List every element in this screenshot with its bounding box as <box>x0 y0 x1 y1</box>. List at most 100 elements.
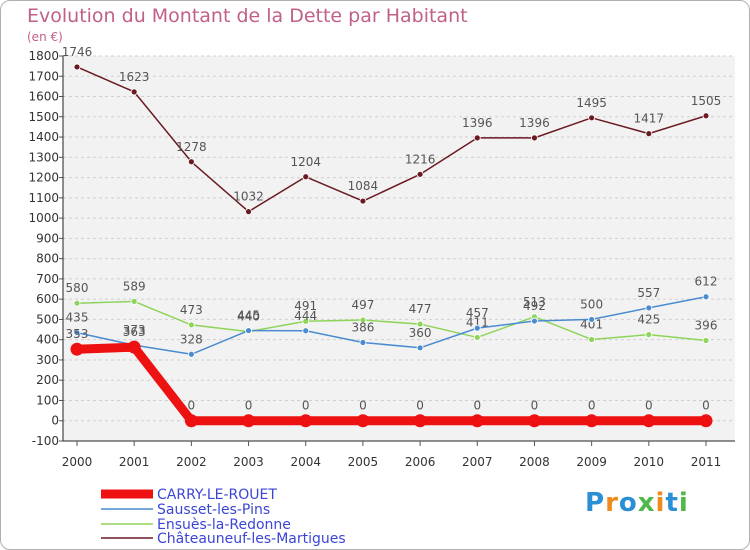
y-tick-label: 0 <box>51 414 59 428</box>
data-label: 1204 <box>290 155 321 169</box>
x-tick-label: 2006 <box>405 455 436 469</box>
data-label: 0 <box>645 399 653 413</box>
series-line-0 <box>72 342 711 426</box>
x-tick-label: 2007 <box>462 455 493 469</box>
plot-area <box>63 56 735 441</box>
data-point <box>588 316 596 323</box>
data-point <box>73 63 81 71</box>
data-label: 0 <box>531 399 539 413</box>
x-tick-label: 2008 <box>519 455 550 469</box>
y-tick-label: 1700 <box>28 69 59 83</box>
y-tick-label: 1500 <box>28 110 59 124</box>
data-point <box>702 112 710 120</box>
data-label: 1495 <box>576 96 607 110</box>
proxiti-logo: Proxiti <box>585 488 689 518</box>
data-label: 328 <box>180 332 203 346</box>
legend-label: CARRY-LE-ROUET <box>157 487 277 503</box>
data-label: 457 <box>466 306 489 320</box>
data-point <box>73 329 81 336</box>
data-label: 473 <box>180 303 203 317</box>
data-label: 360 <box>409 326 432 340</box>
logo-letter: r <box>605 488 619 518</box>
series-line-3 <box>76 66 707 213</box>
y-tick-label: 900 <box>36 231 59 245</box>
data-label: 497 <box>351 298 374 312</box>
data-point <box>242 414 256 428</box>
legend-label: Ensuès-la-Redonne <box>157 517 291 533</box>
data-point <box>531 317 538 325</box>
data-label: 0 <box>702 399 710 413</box>
logo-letter: x <box>637 488 656 518</box>
x-tick-label: 2003 <box>233 455 264 469</box>
data-label: 477 <box>409 302 432 316</box>
y-tick-label: 600 <box>36 292 59 306</box>
data-point <box>702 293 710 301</box>
data-label: 0 <box>188 399 196 413</box>
y-tick-label: -100 <box>32 434 59 448</box>
data-label: 557 <box>637 286 660 300</box>
legend-label: Sausset-les-Pins <box>157 502 270 518</box>
data-point <box>645 304 653 312</box>
logo-letter: o <box>618 488 638 518</box>
data-label: 1505 <box>691 94 722 108</box>
data-point <box>470 414 484 428</box>
data-label: 1278 <box>176 140 207 154</box>
data-label: 373 <box>123 323 146 337</box>
data-label: 440 <box>237 310 260 324</box>
x-tick-label: 2002 <box>176 455 207 469</box>
logo-letter: i <box>655 488 666 518</box>
data-point <box>302 317 310 325</box>
y-tick-label: 700 <box>36 272 59 286</box>
data-label: 612 <box>695 275 718 289</box>
data-label: 396 <box>695 318 718 332</box>
data-point <box>527 414 541 428</box>
data-point <box>645 331 653 339</box>
data-point <box>588 336 596 343</box>
data-label: 1746 <box>62 45 93 59</box>
data-label: 0 <box>588 399 596 413</box>
data-label: 401 <box>580 317 603 331</box>
data-point <box>184 414 198 428</box>
data-point <box>187 321 195 329</box>
y-tick-label: 100 <box>36 393 59 407</box>
y-tick-label: 1800 <box>28 49 59 63</box>
data-label: 1396 <box>462 116 493 130</box>
data-point <box>413 414 427 428</box>
x-tick-label: 2000 <box>62 455 93 469</box>
data-label: 1396 <box>519 116 550 130</box>
x-tick-label: 2004 <box>290 455 321 469</box>
data-label: 0 <box>245 399 253 413</box>
y-tick-label: 1200 <box>28 171 59 185</box>
data-point <box>359 316 367 324</box>
data-point <box>359 339 367 346</box>
data-point <box>130 297 138 305</box>
data-point <box>473 334 481 341</box>
data-point <box>416 320 424 328</box>
data-point <box>187 350 195 358</box>
data-label: 353 <box>66 327 89 341</box>
data-point <box>299 414 313 428</box>
data-label: 492 <box>523 299 546 313</box>
data-label: 513 <box>523 295 546 309</box>
data-point <box>187 158 195 166</box>
data-point <box>588 114 596 122</box>
data-label: 1417 <box>634 112 665 126</box>
y-tick-label: 300 <box>36 353 59 367</box>
data-point <box>702 337 710 344</box>
series-line-2 <box>76 300 707 342</box>
data-point <box>73 299 81 307</box>
data-point <box>245 327 252 334</box>
data-label: 444 <box>294 309 317 323</box>
data-label: 0 <box>359 399 367 413</box>
data-point <box>416 344 424 352</box>
x-tick-label: 2011 <box>691 455 722 469</box>
series-line-1 <box>76 295 707 356</box>
data-point <box>127 340 141 354</box>
data-label: 363 <box>123 325 146 339</box>
data-label: 1623 <box>119 70 150 84</box>
data-label: 491 <box>294 299 317 313</box>
data-label: 0 <box>416 399 424 413</box>
y-tick-label: 500 <box>36 312 59 326</box>
